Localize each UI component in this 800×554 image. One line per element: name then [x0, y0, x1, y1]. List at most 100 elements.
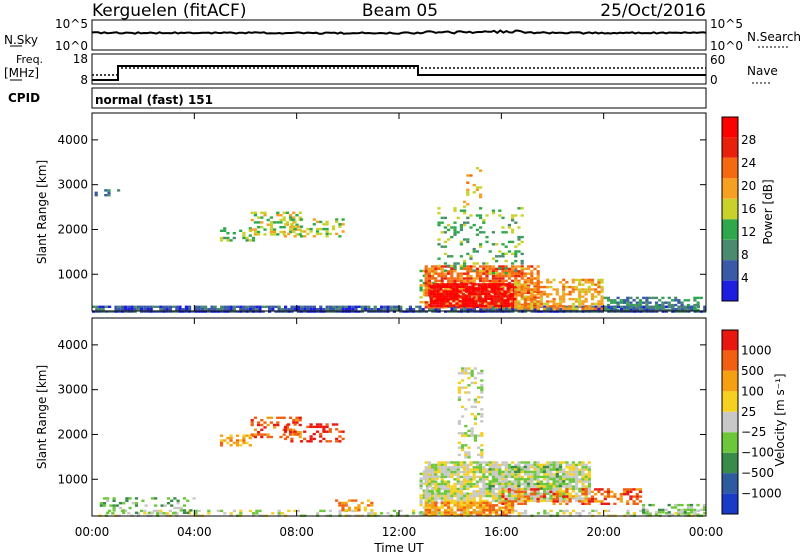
- power-cell: [495, 270, 499, 273]
- velocity-cell: [571, 487, 575, 491]
- velocity-cell: [125, 499, 129, 502]
- velocity-cell: [674, 512, 678, 515]
- power-cell: [146, 305, 150, 308]
- power-colorbar-tick: 24: [741, 156, 756, 170]
- velocity-cell: [686, 506, 690, 509]
- velocity-cell: [437, 466, 441, 469]
- velocity-cell: [555, 463, 559, 467]
- power-cell: [648, 306, 652, 309]
- velocity-cell: [335, 499, 339, 502]
- velocity-cell: [125, 497, 129, 500]
- power-cell: [472, 269, 476, 272]
- velocity-cell: [469, 501, 473, 505]
- power-cell: [514, 279, 518, 283]
- power-cell: [253, 211, 257, 214]
- power-cell: [503, 295, 507, 298]
- power-cell: [439, 302, 443, 305]
- power-cell: [539, 302, 543, 306]
- velocity-cell: [287, 423, 291, 426]
- velocity-cell: [443, 499, 447, 503]
- velocity-cell: [457, 386, 461, 389]
- velocity-cell: [536, 494, 540, 498]
- velocity-cell: [176, 506, 180, 510]
- velocity-cell: [443, 513, 447, 517]
- velocity-cell: [235, 434, 240, 437]
- power-cell: [536, 296, 540, 299]
- power-cell: [546, 293, 550, 296]
- velocity-cell: [473, 422, 477, 425]
- velocity-cell: [285, 426, 289, 429]
- velocity-cell: [253, 435, 257, 439]
- power-cell: [520, 296, 524, 299]
- velocity-cell: [667, 513, 671, 516]
- power-cell: [306, 310, 310, 313]
- power-cell: [480, 290, 485, 293]
- velocity-cell: [469, 499, 473, 503]
- velocity-cell: [431, 492, 435, 495]
- power-cell: [668, 305, 672, 308]
- power-cell: [539, 290, 543, 294]
- power-cell: [204, 310, 208, 313]
- velocity-cell: [319, 435, 323, 438]
- power-cell: [459, 272, 463, 275]
- velocity-cell: [269, 421, 273, 424]
- power-cell: [506, 302, 510, 305]
- power-cell: [584, 300, 588, 303]
- power-cell: [542, 290, 547, 294]
- power-cell: [558, 281, 563, 284]
- power-cell: [437, 310, 441, 313]
- velocity-cell: [473, 434, 477, 437]
- power-cell: [130, 310, 134, 313]
- velocity-cell: [239, 444, 243, 447]
- power-cell: [434, 308, 438, 311]
- power-cell: [439, 288, 443, 291]
- velocity-cell: [565, 502, 569, 505]
- power-cell: [667, 296, 671, 300]
- velocity-cell: [118, 502, 123, 505]
- power-cell: [661, 301, 665, 304]
- power-cell: [546, 281, 550, 284]
- power-colorbar-swatch: [722, 280, 738, 301]
- power-cell: [501, 243, 505, 246]
- power-cell: [584, 281, 588, 284]
- velocity-cell: [447, 468, 451, 471]
- power-cell: [300, 310, 304, 313]
- power-cell: [517, 238, 521, 241]
- velocity-cell: [479, 513, 483, 517]
- power-cell: [220, 310, 224, 313]
- power-cell: [530, 310, 534, 313]
- power-cell: [263, 211, 267, 214]
- velocity-cell: [412, 512, 416, 515]
- power-cell: [419, 286, 423, 289]
- power-cell: [523, 283, 527, 286]
- velocity-cell: [473, 436, 477, 440]
- velocity-cell: [575, 492, 579, 495]
- power-cell: [552, 302, 556, 306]
- power-cell: [440, 306, 444, 309]
- power-cell: [517, 250, 521, 253]
- velocity-cell: [533, 497, 537, 500]
- velocity-cell: [470, 381, 474, 385]
- velocity-cell: [571, 485, 575, 488]
- power-cell: [588, 310, 592, 313]
- power-cell: [670, 303, 675, 307]
- power-cell: [533, 308, 537, 311]
- power-cell: [506, 300, 510, 303]
- velocity-cell: [587, 500, 591, 503]
- velocity-cell: [514, 482, 518, 486]
- velocity-cell: [568, 463, 572, 467]
- power-cell: [415, 305, 419, 308]
- velocity-cell: [543, 490, 547, 493]
- power-cell: [664, 305, 668, 308]
- power-cell: [496, 285, 501, 288]
- power-cell: [298, 216, 302, 219]
- power-cell: [552, 305, 556, 308]
- velocity-cell: [447, 497, 451, 500]
- velocity-cell: [469, 511, 473, 514]
- velocity-cell: [466, 470, 470, 474]
- power-cell: [575, 305, 579, 308]
- velocity-cell: [309, 440, 313, 443]
- velocity-cell: [283, 437, 288, 441]
- velocity-cell: [632, 512, 636, 515]
